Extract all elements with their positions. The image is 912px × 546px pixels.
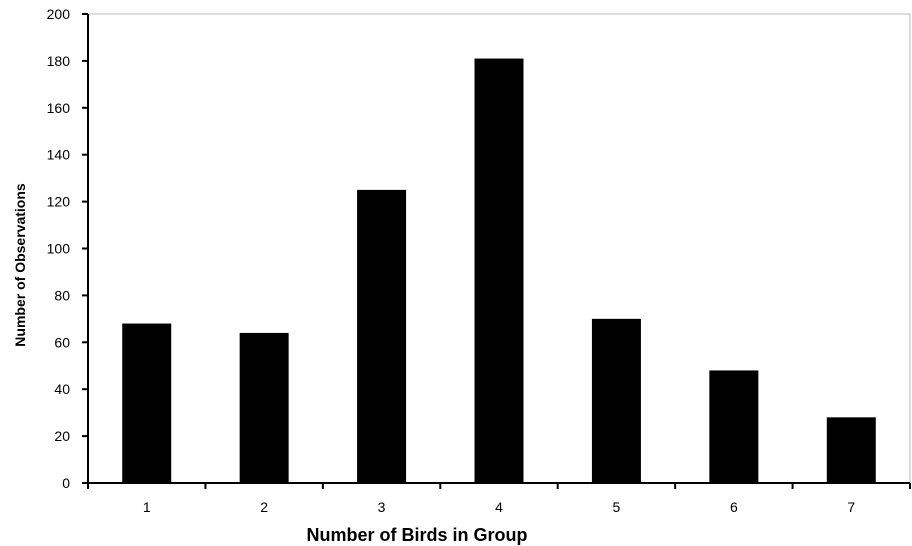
x-tick-label: 1 bbox=[143, 499, 151, 515]
y-tick-label: 100 bbox=[47, 241, 71, 257]
y-tick-label: 160 bbox=[47, 100, 71, 116]
x-tick-label: 2 bbox=[260, 499, 268, 515]
bar-4 bbox=[474, 58, 524, 484]
bar-7 bbox=[826, 417, 876, 483]
x-tick-label: 5 bbox=[613, 499, 621, 515]
y-tick-label: 200 bbox=[47, 6, 71, 22]
y-tick-label: 140 bbox=[47, 147, 71, 163]
bars bbox=[122, 58, 876, 484]
plot-frame bbox=[88, 13, 911, 483]
bar-6 bbox=[709, 370, 759, 483]
y-tick-label: 0 bbox=[62, 475, 70, 491]
x-axis: 1 2 3 4 5 6 7 bbox=[87, 482, 911, 515]
x-tick-label: 7 bbox=[847, 499, 855, 515]
y-tick-label: 120 bbox=[47, 194, 71, 210]
x-tick-label: 3 bbox=[378, 499, 386, 515]
y-axis: 0 20 40 60 80 100 120 140 160 180 200 bbox=[47, 6, 89, 491]
y-tick-label: 180 bbox=[47, 53, 71, 69]
x-axis-title: Number of Birds in Group bbox=[306, 525, 527, 545]
bar-1 bbox=[122, 323, 172, 483]
y-axis-title: Number of Observations bbox=[12, 183, 28, 347]
x-tick-label: 6 bbox=[730, 499, 738, 515]
y-tick-label: 40 bbox=[54, 381, 70, 397]
y-tick-label: 80 bbox=[54, 287, 70, 303]
bar-3 bbox=[357, 189, 407, 483]
x-tick-label: 4 bbox=[495, 499, 503, 515]
y-tick-label: 20 bbox=[54, 428, 70, 444]
y-tick-label: 60 bbox=[54, 334, 70, 350]
bar-5 bbox=[591, 318, 641, 483]
bar-2 bbox=[239, 332, 289, 483]
